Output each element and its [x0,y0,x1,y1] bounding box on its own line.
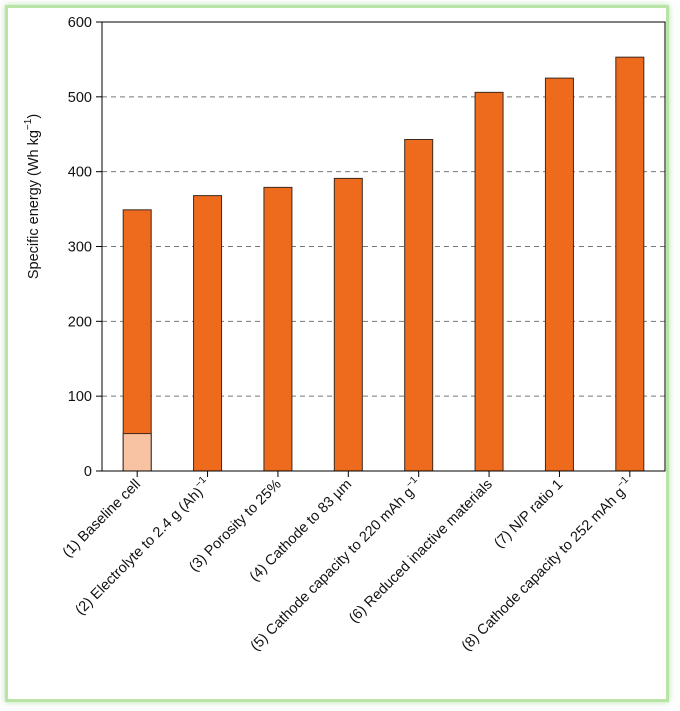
category-label-6: (6) Reduced inactive materials [346,477,496,627]
category-label-7: (7) N/P ratio 1 [491,477,566,552]
bar-chart: 0 100 200 300 400 500 600 (1) Baseline cell(2)… [23,15,666,654]
y-tick-label-600: 600 [68,15,92,31]
bar-2 [193,195,223,472]
bar-8 [615,56,645,472]
axes: 0 100 200 300 400 500 600 [68,15,666,480]
bar-6 [474,91,504,472]
y-tick-label-300: 300 [68,240,92,256]
y-tick-label-400: 400 [68,165,92,181]
bar-3 [263,186,293,472]
grid-lines [102,96,665,397]
bar-1 [122,209,152,472]
y-tick-label-500: 500 [68,90,92,106]
y-tick-label-200: 200 [68,314,92,330]
figure-frame: 0 100 200 300 400 500 600 (1) Baseline cell (2)… [5,5,669,702]
y-axis-label: Specific energy (Wh kg−1) [23,114,42,279]
y-tick-label-0: 0 [84,464,92,480]
bar-5 [404,138,434,472]
category-labels: (1) Baseline cell(2) Electrolyte to 2.4 … [60,474,632,654]
y-tick-label-100: 100 [68,389,92,405]
plot-frame [101,21,666,472]
bar-7 [544,77,574,472]
bar-1-inactive-segment [122,433,152,472]
bar-4 [333,177,363,472]
category-label-2: (2) Electrolyte to 2.4 g (Ah)−1 [70,474,214,618]
bars [122,56,645,472]
